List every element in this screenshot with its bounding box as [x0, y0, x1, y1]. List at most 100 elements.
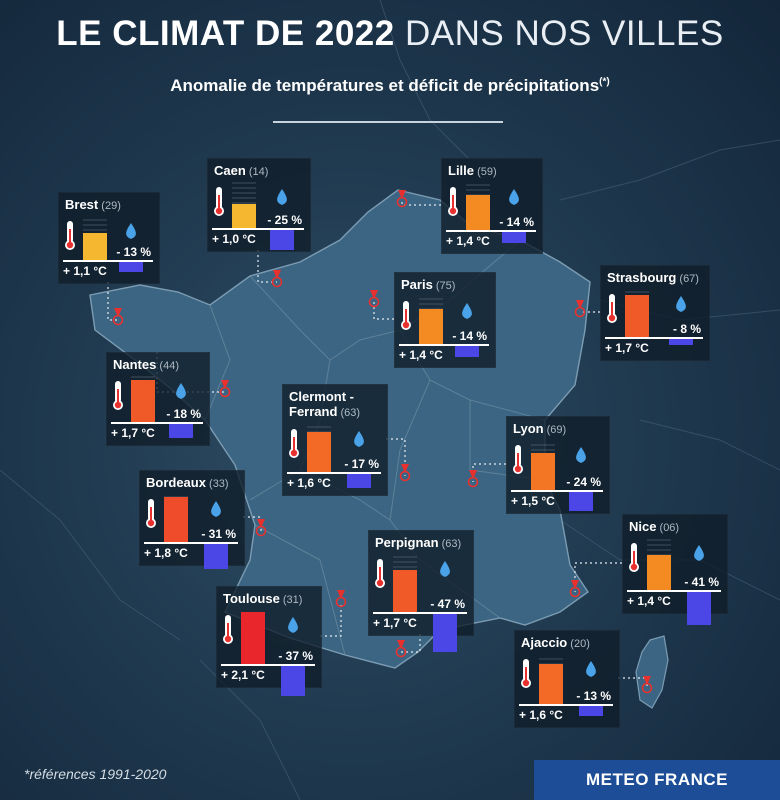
city-dept: (44) — [156, 360, 179, 372]
city-name-text: Brest — [65, 197, 99, 212]
thermometer-mercury-bulb — [290, 449, 298, 457]
city-card-lyon: Lyon (69) + 1,5 °C - 24 % — [506, 416, 610, 514]
water-drop-icon — [509, 189, 519, 205]
city-name-text: Strasbourg — [607, 270, 677, 285]
city-mini-chart — [627, 539, 721, 625]
city-card-ajaccio: Ajaccio (20) + 1,6 °C - 13 % — [514, 630, 620, 728]
connector-line — [257, 250, 277, 283]
city-name-text: Ajaccio — [521, 635, 568, 650]
precip-bar — [347, 474, 371, 488]
connector-line — [243, 516, 262, 531]
water-drop-icon — [676, 296, 686, 312]
city-dept: (14) — [245, 166, 269, 178]
precip-deficit-label: - 18 % — [166, 407, 201, 421]
title-divider — [273, 121, 503, 123]
subtitle-mark: (*) — [599, 76, 610, 88]
city-marker-pin — [273, 270, 281, 279]
city-dept: (63) — [438, 538, 462, 550]
temp-anomaly-label: + 1,5 °C — [511, 494, 555, 508]
thermometer-mercury-bulb — [215, 207, 223, 215]
precip-bar — [281, 666, 305, 696]
thermometer-mercury — [633, 551, 635, 565]
precip-deficit-label: - 13 % — [116, 245, 151, 259]
temp-bar — [131, 380, 155, 423]
city-marker-pin — [469, 470, 477, 479]
city-name: Ajaccio (20) — [521, 635, 590, 652]
city-name: Lyon (69) — [513, 421, 566, 438]
temp-bar — [164, 497, 188, 543]
connector-line — [401, 634, 421, 653]
city-mini-chart — [144, 496, 238, 569]
precip-bar — [687, 592, 711, 625]
meteo-france-logo: METEO FRANCE — [534, 760, 780, 800]
precip-bar — [119, 262, 143, 272]
city-name: Strasbourg (67) — [607, 270, 699, 287]
border-line — [639, 419, 780, 471]
city-name-line2: Ferrand (63) — [289, 404, 360, 421]
thermometer-mercury-bulb — [147, 519, 155, 527]
precip-deficit-label: - 14 % — [499, 215, 534, 229]
city-name-text: Nantes — [113, 357, 157, 372]
temp-bar — [419, 309, 443, 345]
precip-deficit-label: - 8 % — [672, 322, 701, 336]
precip-deficit-label: - 24 % — [566, 475, 601, 489]
city-name-text: Caen — [214, 163, 246, 178]
city-card-perpignan: Perpignan (63) + 1,7 °C - 47 % — [368, 530, 474, 652]
city-card-paris: Paris (75) + 1,4 °C - 14 % — [394, 272, 496, 368]
city-name: Lille (59) — [448, 163, 497, 180]
city-card-caen: Caen (14) + 1,0 °C - 25 % — [207, 158, 311, 252]
city-name-text: Perpignan — [375, 535, 439, 550]
region-border — [204, 304, 231, 421]
city-name: Nantes (44) — [113, 357, 179, 374]
thermometer-mercury — [150, 507, 152, 521]
temp-bar — [393, 570, 417, 613]
city-name-text: Paris — [401, 277, 433, 292]
precip-deficit-label: - 37 % — [278, 649, 313, 663]
temp-bar — [625, 295, 649, 338]
city-mini-chart — [212, 182, 304, 250]
precip-deficit-label: - 17 % — [344, 457, 379, 471]
temp-anomaly-label: + 1,4 °C — [627, 594, 671, 608]
city-markers — [112, 190, 653, 694]
border-line — [559, 139, 780, 201]
temp-anomaly-label: + 1,6 °C — [519, 708, 563, 722]
temp-anomaly-label: + 1,6 °C — [287, 476, 331, 490]
city-name: Clermont - — [289, 389, 354, 404]
city-marker-pin — [576, 300, 584, 309]
temp-bar — [539, 664, 563, 705]
precip-bar — [270, 230, 294, 250]
city-name-text: Lyon — [513, 421, 544, 436]
city-name: Brest (29) — [65, 197, 121, 214]
temp-bar — [232, 204, 256, 229]
precip-bar — [579, 706, 603, 716]
precip-deficit-label: - 14 % — [452, 329, 487, 343]
thermometer-mercury — [117, 389, 119, 403]
city-name: Nice (06) — [629, 519, 679, 536]
water-drop-icon — [211, 501, 221, 517]
temp-anomaly-label: + 1,0 °C — [212, 232, 256, 246]
city-dept: (67) — [676, 273, 699, 285]
city-dept: (63) — [337, 407, 361, 419]
city-card-strasbourg: Strasbourg (67) + 1,7 °C - 8 % — [600, 265, 710, 361]
temp-anomaly-label: + 1,1 °C — [63, 264, 107, 278]
city-mini-chart — [399, 298, 489, 357]
region-border — [254, 524, 346, 656]
city-name: Perpignan (63) — [375, 535, 461, 552]
city-name-text-2: Ferrand — [289, 404, 338, 419]
precip-bar — [433, 614, 457, 652]
temp-anomaly-label: + 1,4 °C — [399, 348, 443, 362]
water-drop-icon — [354, 431, 364, 447]
thermometer-mercury — [452, 195, 454, 209]
water-drop-icon — [462, 303, 472, 319]
thermometer-mercury — [293, 437, 295, 451]
city-name: Toulouse (31) — [223, 591, 302, 608]
temp-bar — [241, 612, 265, 665]
thermometer-mercury-bulb — [66, 241, 74, 249]
city-card-bordeaux: Bordeaux (33) + 1,8 °C - 31 % — [139, 470, 245, 569]
precip-deficit-label: - 25 % — [267, 213, 302, 227]
connector-line — [373, 302, 394, 320]
thermometer-mercury-bulb — [114, 401, 122, 409]
thermometer-mercury-bulb — [522, 679, 530, 687]
water-drop-icon — [126, 223, 136, 239]
precip-bar — [204, 544, 228, 569]
